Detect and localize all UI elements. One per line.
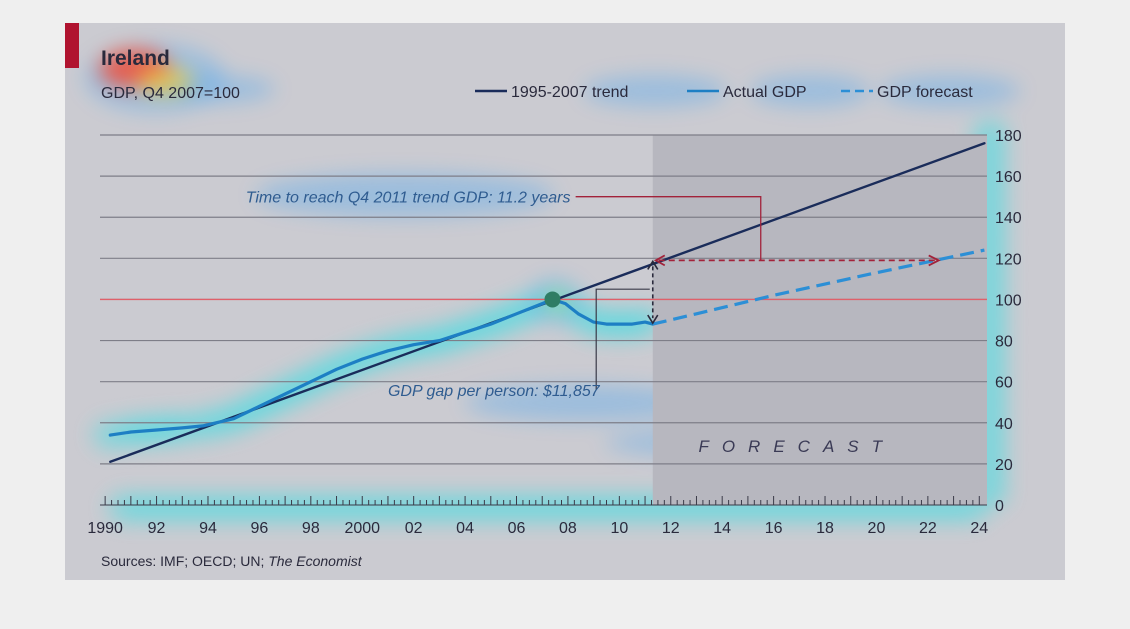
chart-subtitle: GDP, Q4 2007=100: [101, 85, 240, 102]
y-tick-label: 80: [995, 334, 1013, 351]
series-line-gdp-forecast: [652, 248, 985, 326]
series-line-actual-gdp: [108, 297, 655, 437]
source-italic: The Economist: [268, 553, 362, 569]
x-tick-label: 14: [713, 520, 731, 537]
heat-spot: [611, 493, 647, 523]
y-tick-label: 60: [995, 375, 1013, 392]
y-tick-label: 0: [995, 498, 1004, 515]
chart-title: Ireland: [101, 47, 170, 70]
heat-spot: [161, 493, 197, 523]
heat-region: [880, 75, 1020, 107]
x-tick-label: 92: [148, 520, 166, 537]
heat-spot: [305, 493, 341, 523]
heat-spot: [557, 493, 593, 523]
heat-spot: [377, 493, 413, 523]
brand-tag: [65, 23, 79, 68]
x-tick-label: 98: [302, 520, 320, 537]
heat-spot: [197, 493, 233, 523]
x-tick-label: 2000: [344, 520, 380, 537]
heat-spot: [323, 493, 359, 523]
heat-spot: [287, 493, 323, 523]
heat-spot: [431, 493, 467, 523]
heat-region: [583, 75, 727, 107]
heat-spot: [467, 493, 503, 523]
time-arrowhead-left: [653, 254, 666, 267]
chart-stage: 0 20 40 60 80 100 120 140 160 180 1990 92 94 96 98 2000…: [65, 23, 1065, 580]
heat-region: [750, 75, 870, 107]
y-tick-label: 180: [995, 128, 1022, 145]
heat-spot: [107, 493, 143, 523]
x-tick-label: 18: [816, 520, 834, 537]
heat-spot: [359, 493, 395, 523]
x-tick-label: 96: [251, 520, 269, 537]
y-tick-label: 100: [995, 292, 1022, 309]
heat-spot: [503, 493, 539, 523]
x-tick-label: 16: [765, 520, 783, 537]
heat-spot: [125, 493, 161, 523]
heat-spot: [269, 493, 305, 523]
x-tick-label: 06: [508, 520, 526, 537]
x-tick-label: 1990: [87, 520, 123, 537]
heat-spot: [233, 493, 269, 523]
x-tick-label: 10: [610, 520, 628, 537]
x-tick-label: 08: [559, 520, 577, 537]
heat-warm: [137, 67, 193, 95]
y-tick-label: 40: [995, 416, 1013, 433]
y-tick-label: 140: [995, 210, 1022, 227]
heat-spot: [521, 493, 557, 523]
legend-label: GDP forecast: [877, 84, 973, 101]
y-tick-label: 120: [995, 251, 1022, 268]
time-arrowhead-right: [928, 254, 941, 267]
y-tick-label: 20: [995, 457, 1013, 474]
heat-region: [465, 385, 705, 421]
heat-region: [255, 173, 555, 217]
heat-spot: [179, 493, 215, 523]
heat-spot: [413, 493, 449, 523]
heat-spot: [593, 493, 629, 523]
heat-spot: [539, 493, 575, 523]
x-tick-label: 24: [970, 520, 988, 537]
heat-spot: [575, 493, 611, 523]
q4-2007-marker: [544, 291, 561, 308]
gdp-gap-annotation: GDP gap per person: $11,857: [388, 383, 601, 400]
time-to-trend-leader: [575, 196, 762, 261]
y-tick-label: 160: [995, 169, 1022, 186]
x-tick-label: 04: [456, 520, 474, 537]
x-tick-label: 22: [919, 520, 937, 537]
legend-label: Actual GDP: [723, 84, 807, 101]
time-to-trend-annotation: Time to reach Q4 2011 trend GDP: 11.2 ye…: [246, 190, 571, 207]
gdp-gap-arrowhead-bottom: [647, 314, 659, 325]
heat-spot: [485, 493, 521, 523]
chart-source: Sources: IMF; OECD; UN; The Economist: [101, 553, 363, 569]
chart-card: 0 20 40 60 80 100 120 140 160 180 1990 92 94 96 98 2000…: [65, 23, 1065, 580]
heat-spot: [251, 493, 287, 523]
x-tick-label: 20: [868, 520, 886, 537]
heat-spot: [449, 493, 485, 523]
x-tick-label: 94: [199, 520, 217, 537]
gdp-gap-leader: [595, 288, 650, 390]
heat-spot: [215, 493, 251, 523]
x-tick-label: 12: [662, 520, 680, 537]
heat-spot: [341, 493, 377, 523]
x-tick-label: 02: [405, 520, 423, 537]
heat-spot: [143, 493, 179, 523]
heat-spot: [395, 493, 431, 523]
legend-label: 1995-2007 trend: [511, 84, 628, 101]
source-plain: Sources: IMF; OECD; UN;: [101, 553, 268, 569]
gdp-gap-arrowhead-top: [647, 259, 659, 270]
forecast-label: FORECAST: [698, 437, 895, 456]
